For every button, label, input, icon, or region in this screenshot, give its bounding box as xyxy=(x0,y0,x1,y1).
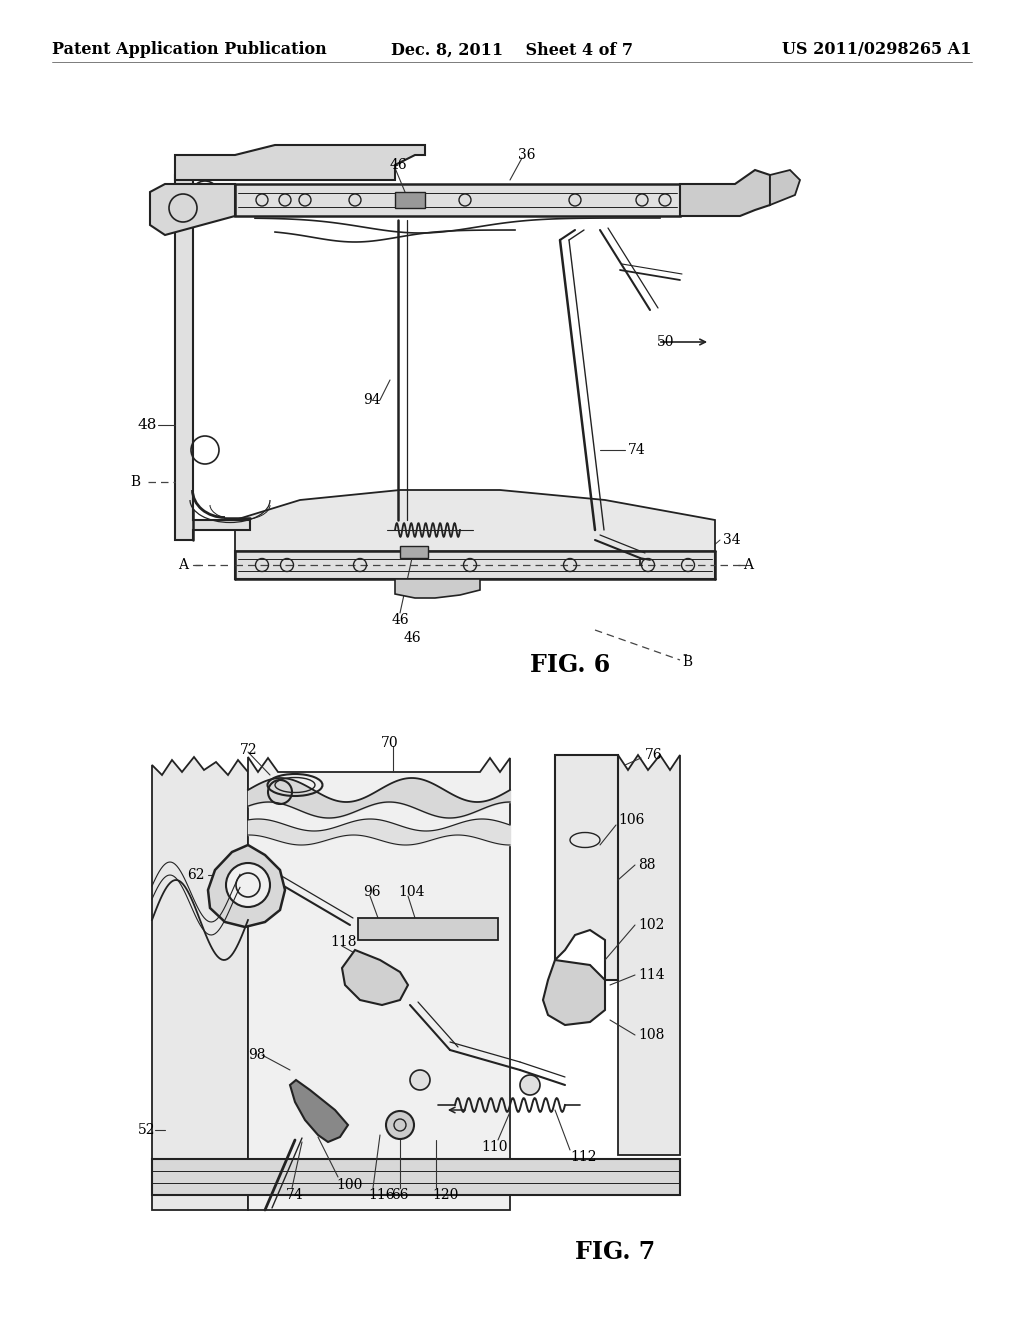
Circle shape xyxy=(410,1071,430,1090)
Text: 120: 120 xyxy=(432,1188,459,1203)
Text: 74: 74 xyxy=(628,444,646,457)
Text: -: - xyxy=(682,648,687,663)
Polygon shape xyxy=(555,755,618,979)
Text: B: B xyxy=(682,655,692,669)
Polygon shape xyxy=(152,1159,680,1195)
Polygon shape xyxy=(150,183,234,235)
Polygon shape xyxy=(770,170,800,205)
Text: B: B xyxy=(130,475,140,488)
Text: 46: 46 xyxy=(403,631,421,645)
Text: 76: 76 xyxy=(645,748,663,762)
Bar xyxy=(400,546,428,558)
Text: 70: 70 xyxy=(381,737,398,750)
Text: 112: 112 xyxy=(570,1150,597,1164)
Text: 72: 72 xyxy=(240,743,258,756)
Text: 102: 102 xyxy=(638,917,665,932)
Text: 74: 74 xyxy=(286,1188,304,1203)
Text: 88: 88 xyxy=(638,858,655,873)
Text: 66: 66 xyxy=(391,1188,409,1203)
Text: 116: 116 xyxy=(368,1188,394,1203)
Polygon shape xyxy=(175,176,250,540)
Text: 62: 62 xyxy=(187,869,205,882)
Text: 52: 52 xyxy=(138,1123,156,1137)
Text: 106: 106 xyxy=(618,813,644,828)
Text: 110: 110 xyxy=(481,1140,508,1154)
Polygon shape xyxy=(618,755,680,1155)
Polygon shape xyxy=(234,490,715,550)
Polygon shape xyxy=(248,756,510,1210)
Polygon shape xyxy=(543,960,605,1026)
Text: 36: 36 xyxy=(518,148,536,162)
Polygon shape xyxy=(234,183,680,216)
Text: 98: 98 xyxy=(248,1048,265,1063)
Text: 46: 46 xyxy=(391,612,409,627)
Polygon shape xyxy=(342,950,408,1005)
Text: 96: 96 xyxy=(362,884,381,899)
Text: Dec. 8, 2011    Sheet 4 of 7: Dec. 8, 2011 Sheet 4 of 7 xyxy=(391,41,633,58)
Polygon shape xyxy=(175,145,425,180)
Text: 114: 114 xyxy=(638,968,665,982)
Bar xyxy=(358,917,498,940)
Polygon shape xyxy=(680,170,770,216)
Polygon shape xyxy=(152,756,248,1210)
Polygon shape xyxy=(208,845,285,927)
Polygon shape xyxy=(290,1080,348,1142)
Text: 100: 100 xyxy=(336,1177,362,1192)
Text: US 2011/0298265 A1: US 2011/0298265 A1 xyxy=(782,41,972,58)
Text: 94: 94 xyxy=(362,393,381,407)
Polygon shape xyxy=(395,579,480,598)
Text: 48: 48 xyxy=(138,418,158,432)
Text: 50: 50 xyxy=(657,335,675,348)
Text: 46: 46 xyxy=(390,158,408,172)
Text: 34: 34 xyxy=(723,533,740,546)
Text: FIG. 7: FIG. 7 xyxy=(574,1239,655,1265)
Text: Patent Application Publication: Patent Application Publication xyxy=(52,41,327,58)
Text: 104: 104 xyxy=(398,884,425,899)
Polygon shape xyxy=(234,550,715,579)
Circle shape xyxy=(386,1111,414,1139)
Text: FIG. 6: FIG. 6 xyxy=(529,653,610,677)
Text: A: A xyxy=(178,558,188,572)
Text: A: A xyxy=(743,558,753,572)
Bar xyxy=(395,191,425,209)
Circle shape xyxy=(520,1074,540,1096)
Text: 118: 118 xyxy=(330,935,356,949)
Circle shape xyxy=(226,863,270,907)
Text: 108: 108 xyxy=(638,1028,665,1041)
